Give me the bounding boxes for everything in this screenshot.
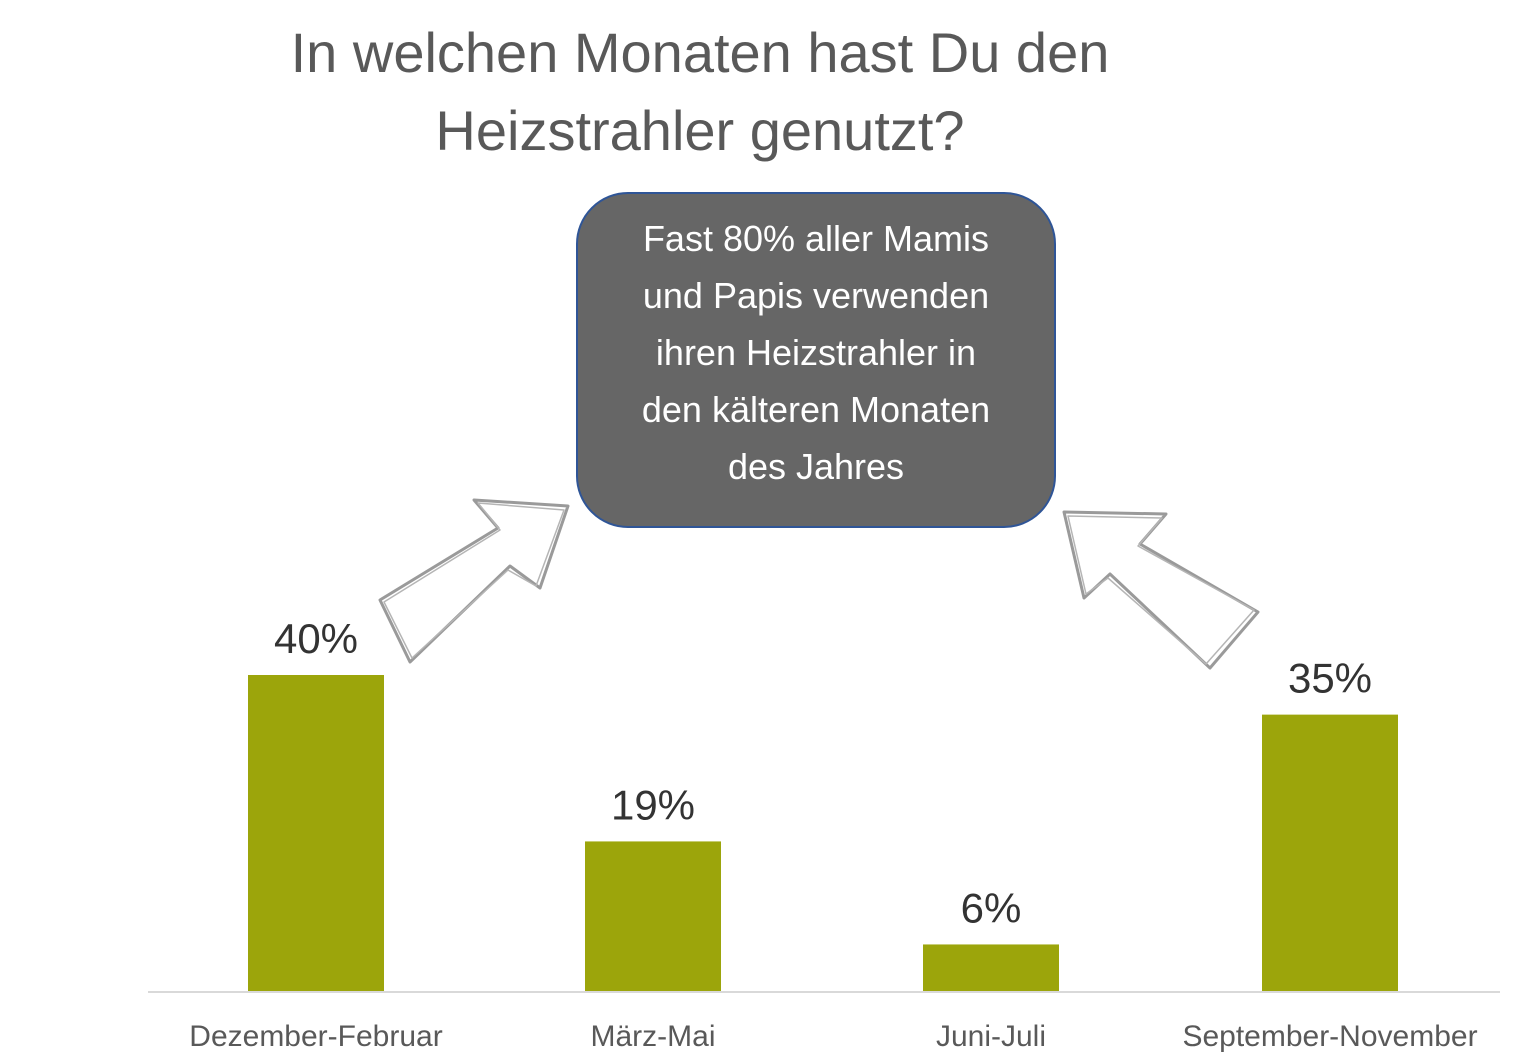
data-label-1: 40% [274,615,358,662]
bar-2 [585,841,721,992]
category-label-3: Juni-Juli [936,1020,1046,1053]
category-label-4: September-November [1182,1020,1477,1053]
bars-layer [248,675,1398,992]
category-label-1: Dezember-Februar [189,1020,442,1053]
data-label-4: 35% [1288,655,1372,702]
chart-title: In welchen Monaten hast Du den Heizstrah… [290,21,1110,162]
data-label-3: 6% [961,884,1022,931]
data-label-2: 19% [611,781,695,828]
right-arrow-icon [1062,510,1260,670]
bar-3 [923,944,1059,992]
callout-box: Fast 80% aller Mamis und Papis verwenden… [576,192,1056,528]
bar-1 [248,675,384,992]
bar-4 [1262,714,1398,992]
left-arrow-icon [378,498,570,664]
labels-layer: 40% Dezember-Februar 19% März-Mai 6% Juni-Jul… [189,615,1477,1053]
category-label-2: März-Mai [591,1020,716,1053]
